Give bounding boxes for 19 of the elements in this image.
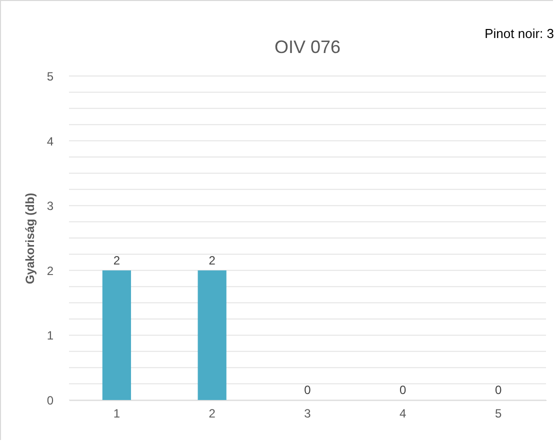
data-label: 0	[494, 383, 502, 397]
data-label: 0	[400, 383, 407, 397]
y-tick-label: 1	[46, 328, 54, 343]
data-label: 2	[208, 253, 216, 268]
y-axis-title: Gyakoriság (db)	[22, 192, 37, 284]
x-tick-label: 2	[208, 406, 216, 420]
data-label: 0	[304, 383, 312, 397]
y-tick-label: 0	[46, 394, 54, 408]
x-tick-label: 3	[304, 406, 312, 420]
y-tick-label: 4	[46, 134, 54, 148]
y-tick-label: 2	[46, 264, 54, 278]
x-tick-label: 4	[400, 406, 407, 420]
y-tick-label: 3	[46, 199, 54, 214]
text: Pinot noir: 3	[484, 26, 554, 41]
y-tick-label: 5	[46, 70, 54, 84]
data-label: 2	[113, 253, 120, 268]
chart-title: OIV 076	[274, 37, 341, 57]
x-tick-label: 1	[113, 406, 120, 420]
x-tick-label: 5	[494, 406, 502, 420]
